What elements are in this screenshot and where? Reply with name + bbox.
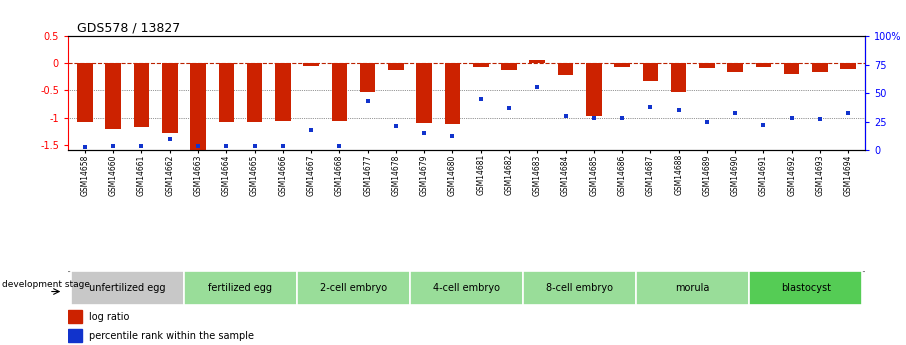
Point — [275, 143, 290, 148]
Bar — [586, 63, 602, 116]
Point — [389, 124, 403, 129]
Bar — [68, 310, 82, 323]
Bar — [246, 63, 263, 122]
Point — [558, 113, 573, 119]
Bar — [162, 63, 178, 133]
Bar — [388, 63, 404, 70]
Point — [474, 96, 488, 101]
Bar — [728, 63, 743, 72]
Point — [78, 144, 92, 149]
Bar — [68, 329, 82, 342]
Text: development stage: development stage — [2, 280, 90, 289]
Point — [162, 136, 177, 141]
Point — [304, 127, 318, 132]
Bar — [190, 63, 206, 151]
Text: log ratio: log ratio — [89, 312, 129, 322]
Point — [841, 110, 855, 115]
Point — [530, 85, 545, 90]
Bar — [636, 271, 749, 305]
Bar — [105, 63, 121, 129]
Point — [615, 116, 630, 121]
Point — [219, 143, 234, 148]
Bar — [297, 271, 410, 305]
Text: morula: morula — [676, 283, 710, 293]
Bar — [614, 63, 630, 67]
Bar — [360, 63, 375, 91]
Text: fertilized egg: fertilized egg — [208, 283, 273, 293]
Bar — [275, 63, 291, 121]
Bar — [410, 271, 523, 305]
Text: 4-cell embryo: 4-cell embryo — [433, 283, 500, 293]
Point — [785, 116, 799, 121]
Point — [502, 105, 516, 111]
Point — [757, 122, 771, 128]
Bar — [134, 63, 149, 127]
Point — [417, 130, 431, 136]
Text: 2-cell embryo: 2-cell embryo — [320, 283, 387, 293]
Bar — [841, 63, 856, 69]
Bar — [473, 63, 488, 67]
Bar — [501, 63, 516, 70]
Bar — [756, 63, 771, 67]
Bar — [304, 63, 319, 66]
Text: unfertilized egg: unfertilized egg — [89, 283, 166, 293]
Bar — [699, 63, 715, 68]
Point — [247, 143, 262, 148]
Point — [106, 143, 120, 148]
Point — [134, 143, 149, 148]
Point — [699, 119, 714, 125]
Text: percentile rank within the sample: percentile rank within the sample — [89, 331, 254, 341]
Point — [191, 143, 206, 148]
Bar — [749, 271, 863, 305]
Bar — [558, 63, 573, 75]
Bar — [71, 271, 184, 305]
Point — [643, 104, 658, 110]
Text: 8-cell embryo: 8-cell embryo — [546, 283, 613, 293]
Bar — [812, 63, 828, 72]
Point — [813, 117, 827, 122]
Bar — [445, 63, 460, 124]
Bar — [218, 63, 234, 122]
Bar — [523, 271, 636, 305]
Point — [586, 116, 601, 121]
Bar — [417, 63, 432, 123]
Point — [361, 98, 375, 104]
Bar — [529, 60, 545, 63]
Point — [333, 143, 347, 148]
Bar — [332, 63, 347, 121]
Bar — [784, 63, 799, 74]
Text: blastocyst: blastocyst — [781, 283, 831, 293]
Point — [671, 108, 686, 113]
Bar — [77, 63, 92, 122]
Text: GDS578 / 13827: GDS578 / 13827 — [77, 21, 180, 34]
Bar — [642, 63, 658, 81]
Bar — [184, 271, 297, 305]
Point — [728, 110, 742, 115]
Bar — [670, 63, 687, 91]
Point — [445, 134, 459, 139]
